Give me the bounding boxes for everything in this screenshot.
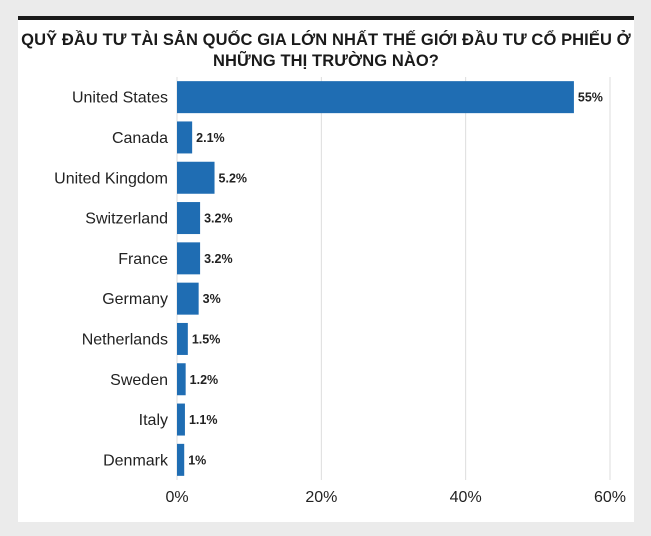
value-label-8: 1.1%	[189, 413, 218, 427]
bar-0	[177, 81, 574, 114]
bar-3	[177, 202, 201, 235]
bar-8	[177, 403, 185, 436]
chart-title: QUỸ ĐẦU TƯ TÀI SẢN QUỐC GIA LỚN NHẤT THẾ…	[21, 31, 631, 70]
value-label-3: 3.2%	[204, 212, 233, 226]
value-label-4: 3.2%	[204, 252, 233, 266]
value-label-5: 3%	[203, 292, 221, 306]
category-label-1: Canada	[112, 130, 168, 147]
category-label-9: Denmark	[103, 452, 169, 469]
x-tick-label-2: 40%	[450, 489, 482, 506]
category-label-2: United Kingdom	[54, 170, 168, 187]
value-label-1: 2.1%	[196, 131, 225, 145]
bar-2	[177, 161, 215, 194]
category-label-7: Sweden	[110, 372, 168, 389]
category-label-3: Switzerland	[85, 211, 168, 228]
value-label-9: 1%	[188, 453, 206, 467]
category-label-6: Netherlands	[82, 331, 168, 348]
value-label-7: 1.2%	[190, 373, 219, 387]
bar-1	[177, 121, 193, 154]
category-label-4: France	[118, 251, 168, 268]
category-label-5: Germany	[102, 291, 168, 308]
category-label-0: United States	[72, 90, 168, 107]
bar-5	[177, 282, 199, 315]
value-label-2: 5.2%	[219, 171, 248, 185]
bar-7	[177, 363, 186, 396]
category-label-8: Italy	[139, 412, 168, 429]
x-tick-label-1: 20%	[305, 489, 337, 506]
value-label-6: 1.5%	[192, 332, 221, 346]
x-tick-label-3: 60%	[594, 489, 626, 506]
bar-9	[177, 443, 185, 476]
value-label-0: 55%	[578, 91, 603, 105]
bar-6	[177, 322, 188, 355]
bar-4	[177, 242, 201, 275]
x-tick-label-0: 0%	[165, 489, 188, 506]
